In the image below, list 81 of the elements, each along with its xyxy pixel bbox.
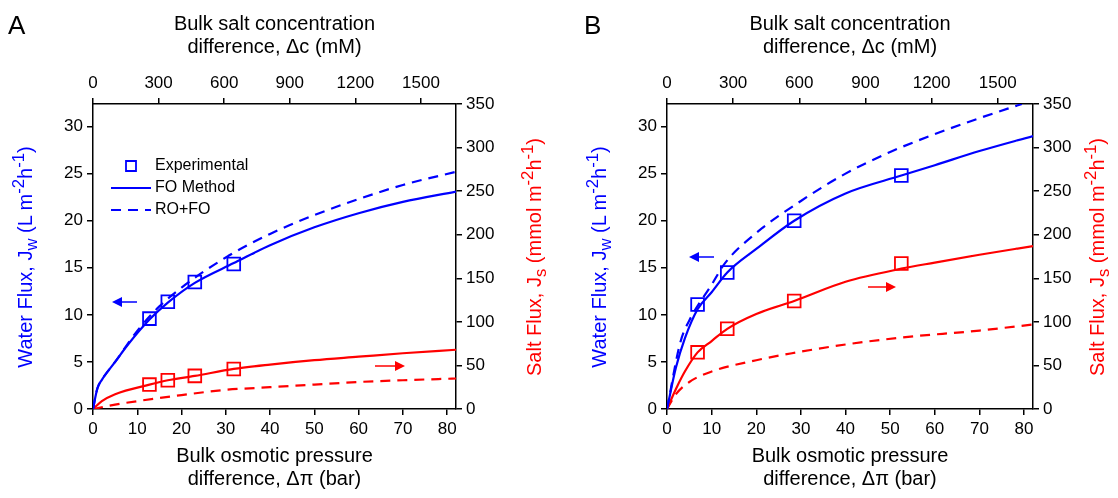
y-tick-label: 30 xyxy=(638,116,657,136)
x-tick-label: 20 xyxy=(746,418,766,438)
y-tick-label: 20 xyxy=(64,210,83,230)
legend-label: RO+FO xyxy=(155,200,211,218)
x-tick-label: 10 xyxy=(702,418,722,438)
point xyxy=(719,321,735,337)
x-tick-label: 30 xyxy=(791,418,811,438)
y-tick-label: 15 xyxy=(64,257,83,277)
point xyxy=(894,168,909,183)
x2-tick-label: 900 xyxy=(851,73,880,93)
point xyxy=(142,311,157,326)
y-tick-label: 5 xyxy=(647,351,657,371)
point xyxy=(690,345,705,360)
y2-tick-label: 50 xyxy=(1043,355,1062,375)
chart-title: A xyxy=(8,10,26,40)
x-tick-label: 10 xyxy=(127,418,147,438)
x-tick-label: 80 xyxy=(1014,418,1034,438)
y-tick-label: 10 xyxy=(638,304,657,324)
x2-tick-label: 1500 xyxy=(402,73,440,93)
x2-tick-label: 1200 xyxy=(912,73,951,93)
x-tick-label: 20 xyxy=(172,418,191,438)
x-tick-label: 70 xyxy=(393,418,413,438)
x-tick-label: 40 xyxy=(836,418,855,438)
point xyxy=(187,274,203,290)
x2-tick-label: 300 xyxy=(144,73,173,93)
y2-tick-label: 100 xyxy=(466,311,495,331)
x-axis-title: Bulk osmotic pressure difference, Δπ (bar) xyxy=(175,444,374,490)
y-tick-label: 10 xyxy=(64,304,83,324)
y2-tick-label: 150 xyxy=(466,267,495,287)
x2-tick-label: 0 xyxy=(88,73,98,93)
y-tick-label: 0 xyxy=(73,398,83,418)
y2-tick-label: 0 xyxy=(466,398,476,418)
point xyxy=(719,265,735,280)
y2-tick-label: 350 xyxy=(466,93,495,113)
chart-title: B xyxy=(584,10,602,40)
x-tick-label: 80 xyxy=(437,418,457,438)
x2-tick-label: 600 xyxy=(785,73,814,93)
x2-tick-label: 600 xyxy=(210,73,239,93)
x-tick-label: 0 xyxy=(662,418,672,438)
point xyxy=(160,294,176,309)
x-tick-label: 0 xyxy=(88,418,98,438)
y-tick-label: 15 xyxy=(638,257,657,277)
x-axis-title: Bulk osmotic pressure difference, Δπ (bar) xyxy=(750,444,950,490)
x2-tick-label: 300 xyxy=(718,73,748,93)
point xyxy=(894,256,909,271)
point xyxy=(786,213,802,228)
y2-tick-label: 200 xyxy=(1043,224,1072,244)
x-tick-label: 60 xyxy=(349,418,369,438)
x2-tick-label: 1500 xyxy=(978,73,1017,93)
y2-tick-label: 300 xyxy=(466,137,495,157)
y-tick-label: 20 xyxy=(638,210,657,230)
point xyxy=(786,293,802,309)
x-tick-label: 30 xyxy=(216,418,236,438)
x2-tick-label: 0 xyxy=(662,73,672,93)
x2-tick-label: 1200 xyxy=(336,73,375,93)
y2-tick-label: 0 xyxy=(1043,398,1053,418)
x2-tick-label: 900 xyxy=(275,73,304,93)
y2-tick-label: 100 xyxy=(1043,311,1072,331)
legend-label: Experimental xyxy=(155,156,249,174)
x-tick-label: 50 xyxy=(304,418,324,438)
y-tick-label: 25 xyxy=(638,163,657,183)
y2-tick-label: 250 xyxy=(1043,180,1072,200)
x-tick-label: 70 xyxy=(969,418,989,438)
x-tick-label: 50 xyxy=(880,418,900,438)
y-tick-label: 0 xyxy=(647,398,657,418)
point xyxy=(226,256,242,272)
point xyxy=(690,297,705,312)
y2-tick-label: 200 xyxy=(466,224,495,244)
y2-tick-label: 300 xyxy=(1043,137,1072,157)
x2-axis-title: Bulk salt concentration difference, Δc (mM) xyxy=(748,12,952,58)
x-tick-label: 40 xyxy=(260,418,280,438)
x2-axis-title: Bulk salt concentration difference, Δc (mM) xyxy=(172,12,377,58)
y2-tick-label: 250 xyxy=(466,180,495,200)
y2-tick-label: 150 xyxy=(1043,267,1072,287)
legend-label: FO Method xyxy=(155,178,236,196)
y-tick-label: 30 xyxy=(64,116,83,136)
x-tick-label: 60 xyxy=(925,418,945,438)
y-tick-label: 5 xyxy=(73,351,83,371)
y2-tick-label: 50 xyxy=(466,355,485,375)
y-tick-label: 25 xyxy=(64,163,83,183)
y2-tick-label: 350 xyxy=(1043,93,1072,113)
